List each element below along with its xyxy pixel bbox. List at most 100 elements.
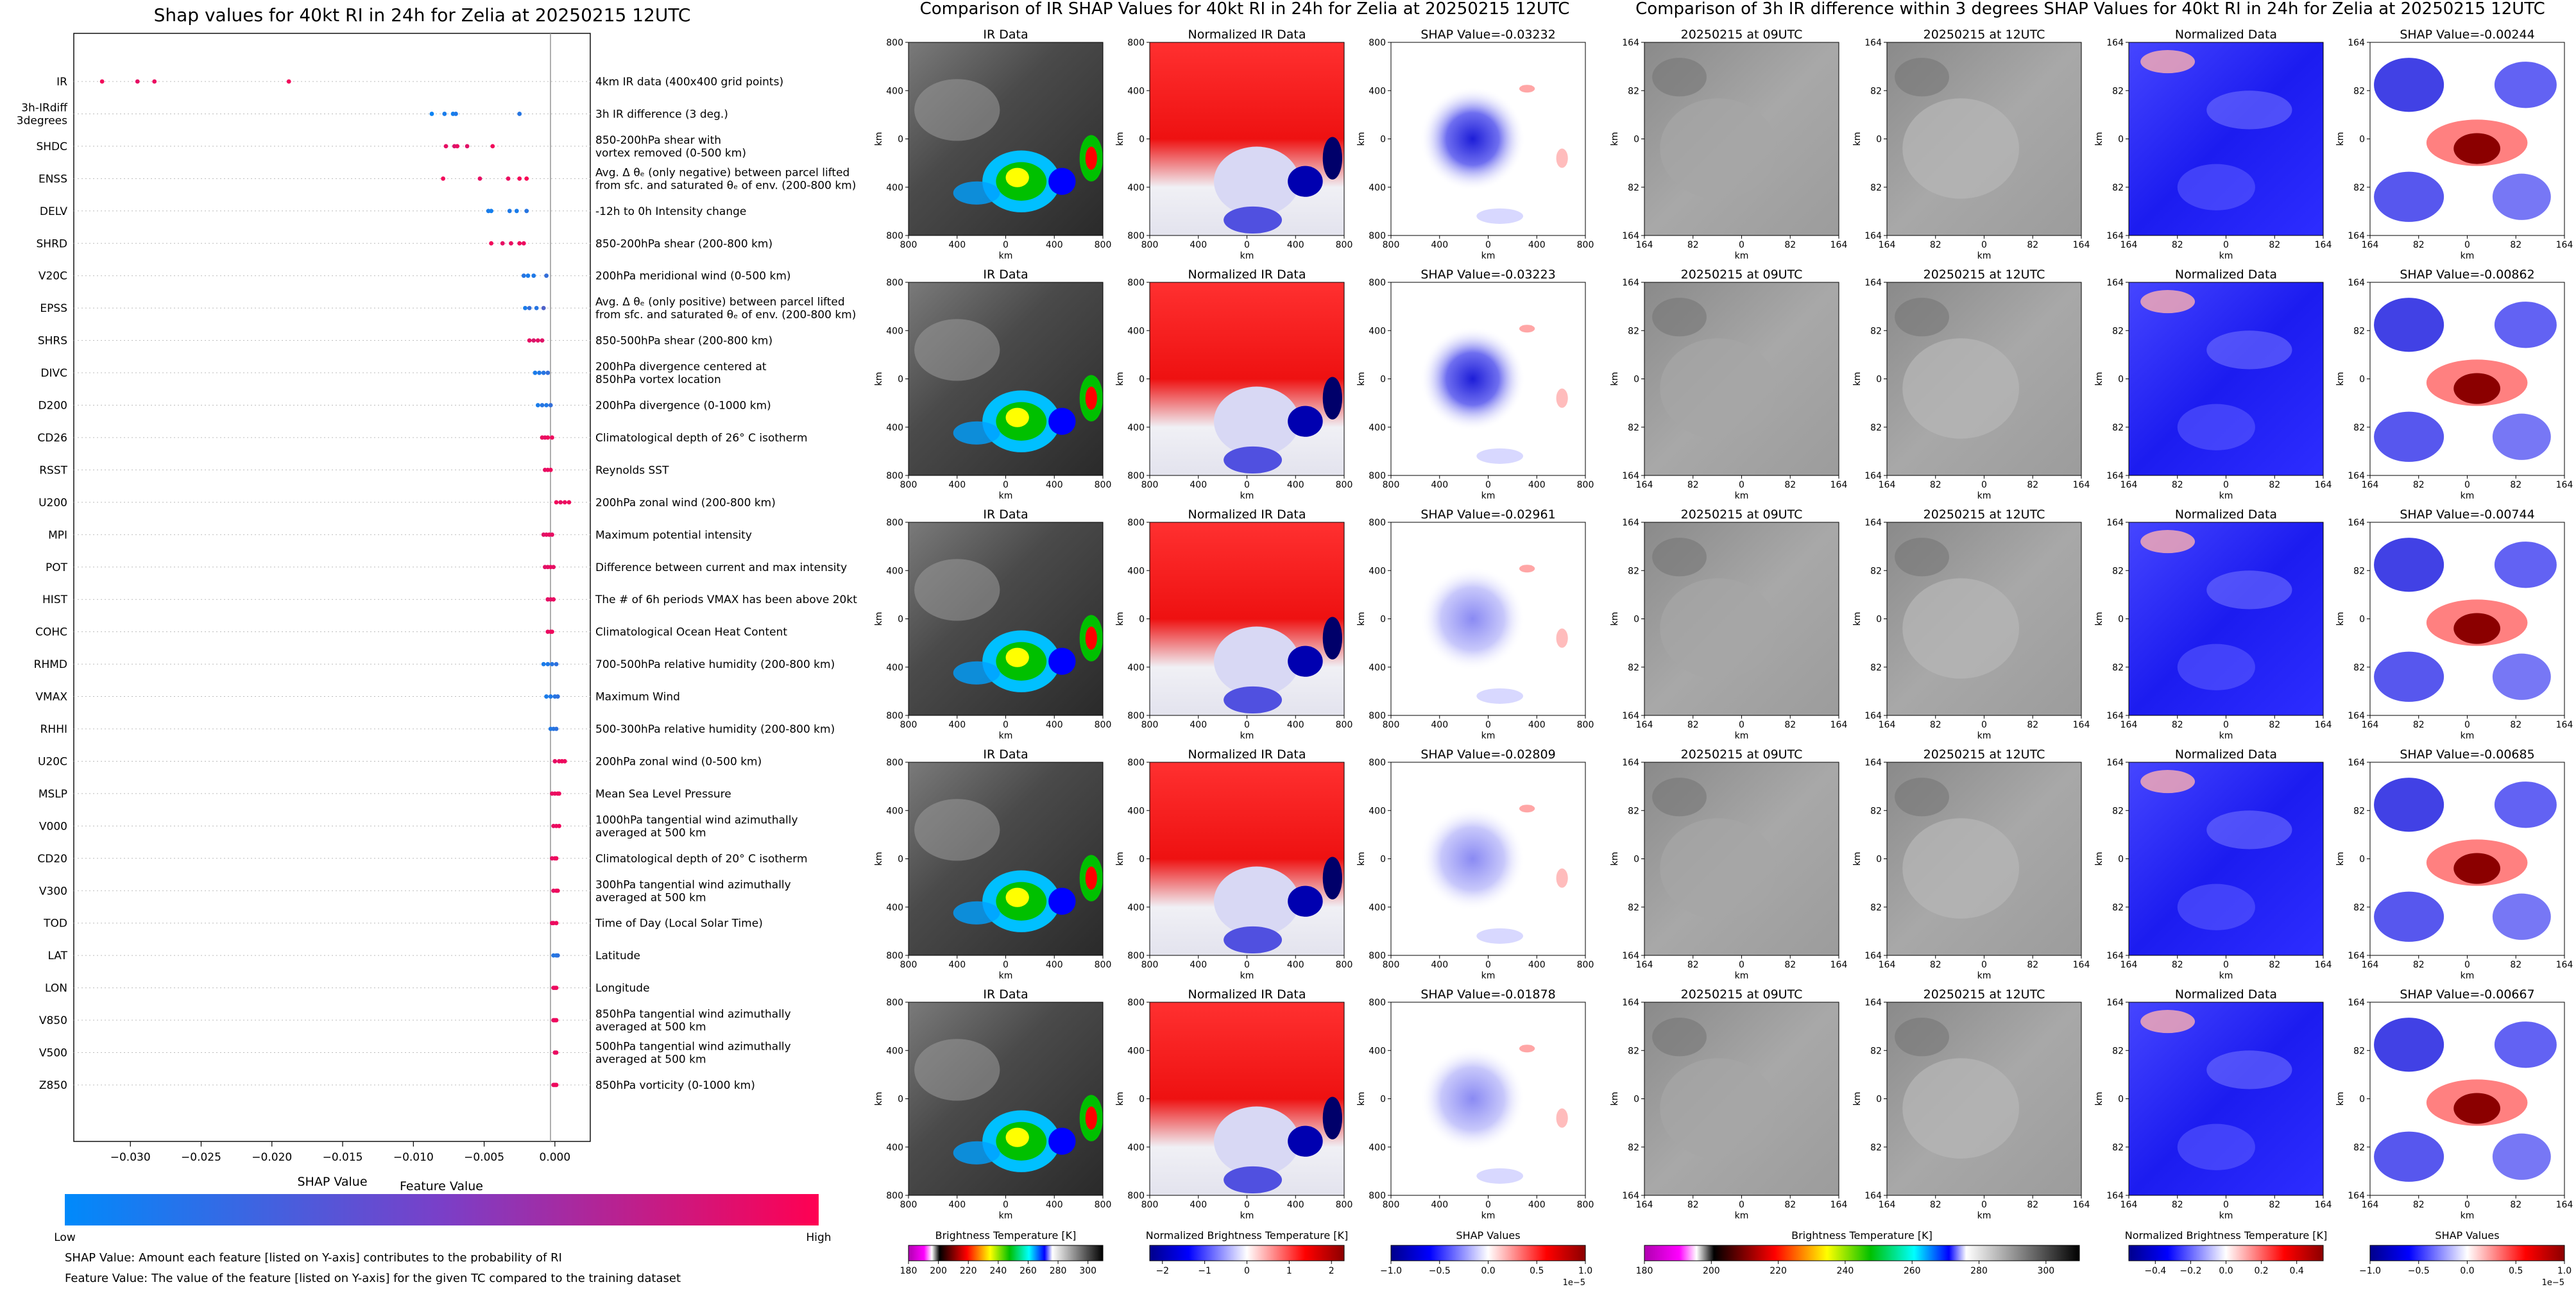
y-tick-label: 800 [886, 998, 903, 1008]
shap-negative-blob [1420, 567, 1526, 671]
shap-colorbar: SHAP Values −1.0 −0.5 0.0 0.5 1.0 1e−5 [1380, 1229, 1592, 1288]
shap-point [557, 823, 561, 828]
colorbar-label: Brightness Temperature [K] [1791, 1229, 1932, 1242]
x-axis-label: km [2461, 251, 2475, 261]
y-tick-label: 0 [1139, 135, 1145, 145]
feature-name-line: CD20 [37, 853, 67, 866]
feature-name-label: LON [45, 982, 67, 995]
shap-negative-speck [1476, 1168, 1524, 1184]
x-axis-label: km [2461, 491, 2475, 501]
shap-point [525, 273, 531, 278]
cell-title: 20250215 at 09UTC [1681, 268, 1803, 282]
y-tick-label: 82 [1870, 423, 1882, 433]
ir-core [1085, 866, 1097, 890]
shap-value-title: SHAP Value=-0.02961 [1420, 508, 1555, 522]
x-tick-label: 164 [2556, 720, 2573, 730]
shap-point [455, 144, 460, 149]
shap-point [524, 209, 529, 214]
feature-row: 3h-IRdiff 3degrees 3h IR difference (3 deg… [17, 101, 728, 127]
y-axis-label: km [2094, 852, 2104, 866]
feature-description-line: 850hPa vortex location [595, 373, 721, 386]
x-tick-label: 82 [1784, 1200, 1796, 1210]
feature-row: RHMD 700-500hPa relative humidity (200-80… [34, 658, 835, 671]
y-tick-label: 800 [1369, 951, 1386, 961]
x-tick-label: −0.025 [181, 1151, 221, 1164]
x-tick-label: 164 [2073, 1200, 2090, 1210]
shap-positive-speck [1519, 805, 1535, 813]
feature-description-line: The # of 6h periods VMAX has been above … [595, 593, 857, 606]
feature-description: 850-500hPa shear (200-800 km) [595, 335, 772, 348]
y-tick-label: 800 [1369, 471, 1386, 481]
colorbar-tick-label: 2 [1329, 1266, 1335, 1276]
shap-value-title: SHAP Value=-0.01878 [1420, 987, 1555, 1002]
shap-point [509, 241, 513, 246]
x-tick-label: 164 [2073, 720, 2090, 730]
x-tick-label: 164 [2556, 960, 2573, 970]
y-axis-label: km [1610, 852, 1620, 866]
x-tick-label: 164 [2556, 240, 2573, 250]
y-tick-label: 164 [1864, 471, 1882, 481]
shap-point [506, 176, 511, 181]
shap-negative-speck [1476, 448, 1524, 464]
colorbar-exponent: 1e−5 [2542, 1278, 2564, 1288]
ir-gray-dark [1652, 58, 1707, 97]
colorbar-gradient [2128, 1245, 2324, 1261]
normalized-ir-cold [1224, 926, 1283, 953]
feature-name-line: LAT [47, 950, 67, 962]
feature-description-line: vortex removed (0-500 km) [595, 147, 746, 160]
shap-diff-negative [2494, 1021, 2557, 1068]
colorbar-tick-label: −1.0 [1380, 1266, 1402, 1276]
ir-gray-dark [1652, 778, 1707, 817]
y-tick-label: 400 [886, 1143, 903, 1153]
x-tick-label: 0 [1003, 480, 1009, 490]
y-tick-label: 164 [1864, 758, 1882, 768]
ir-gray-cloud [1660, 1058, 1777, 1159]
shap-point [554, 1082, 559, 1088]
x-tick-label: 400 [948, 480, 966, 490]
shap-point [554, 726, 559, 731]
feature-description: 200hPa zonal wind (0-500 km) [595, 755, 762, 768]
y-tick-label: 164 [1622, 711, 1639, 721]
y-tick-label: 0 [2359, 135, 2365, 145]
feature-row: Z850 850hPa vorticity (0-1000 km) [39, 1079, 755, 1092]
feature-description-line: Difference between current and max inten… [595, 561, 847, 574]
y-tick-label: 800 [1127, 38, 1145, 48]
y-tick-label: 800 [1369, 518, 1386, 528]
y-tick-label: 82 [2353, 1046, 2365, 1056]
shap-point [523, 305, 527, 311]
x-tick-label: 400 [1431, 1200, 1448, 1210]
x-tick-label: 82 [2510, 960, 2521, 970]
shap-positive-speck [1519, 1045, 1535, 1053]
y-tick-label: 82 [2112, 566, 2124, 576]
y-tick-label: 164 [2348, 38, 2365, 48]
shap-point [562, 759, 567, 764]
feature-name-line: MSLP [38, 788, 67, 801]
x-tick-label: 164 [1879, 720, 1896, 730]
normalized-ir-region [1213, 386, 1300, 456]
feature-name-line: VMAX [35, 691, 67, 704]
x-tick-label: 800 [1141, 720, 1159, 730]
ir-core [1085, 1106, 1097, 1130]
shap-diff-negative [2494, 302, 2557, 348]
colorbar-tick-label: −1 [1198, 1266, 1211, 1276]
x-tick-label: 400 [1190, 480, 1207, 490]
feature-description-line: averaged at 500 km [595, 826, 706, 839]
y-tick-label: 400 [886, 326, 903, 336]
x-tick-label: 164 [2315, 960, 2332, 970]
feature-name-line: IR [56, 76, 67, 89]
shap-diff-negative [2492, 1133, 2551, 1180]
x-axis-label: km [2461, 1211, 2475, 1221]
colorbar-tick-label: 280 [1970, 1266, 1988, 1276]
shap-point [567, 500, 572, 505]
shap-value-title: SHAP Value=-0.00244 [2400, 28, 2534, 42]
y-axis-label: km [2335, 612, 2346, 626]
y-tick-label: 0 [2359, 855, 2365, 865]
colorbar-tick-label: −0.2 [2179, 1266, 2201, 1276]
x-tick-label: 82 [1930, 1200, 1941, 1210]
x-tick-label: −0.015 [323, 1151, 363, 1164]
y-tick-label: 400 [1127, 566, 1145, 576]
x-tick-label: 800 [1095, 240, 1112, 250]
